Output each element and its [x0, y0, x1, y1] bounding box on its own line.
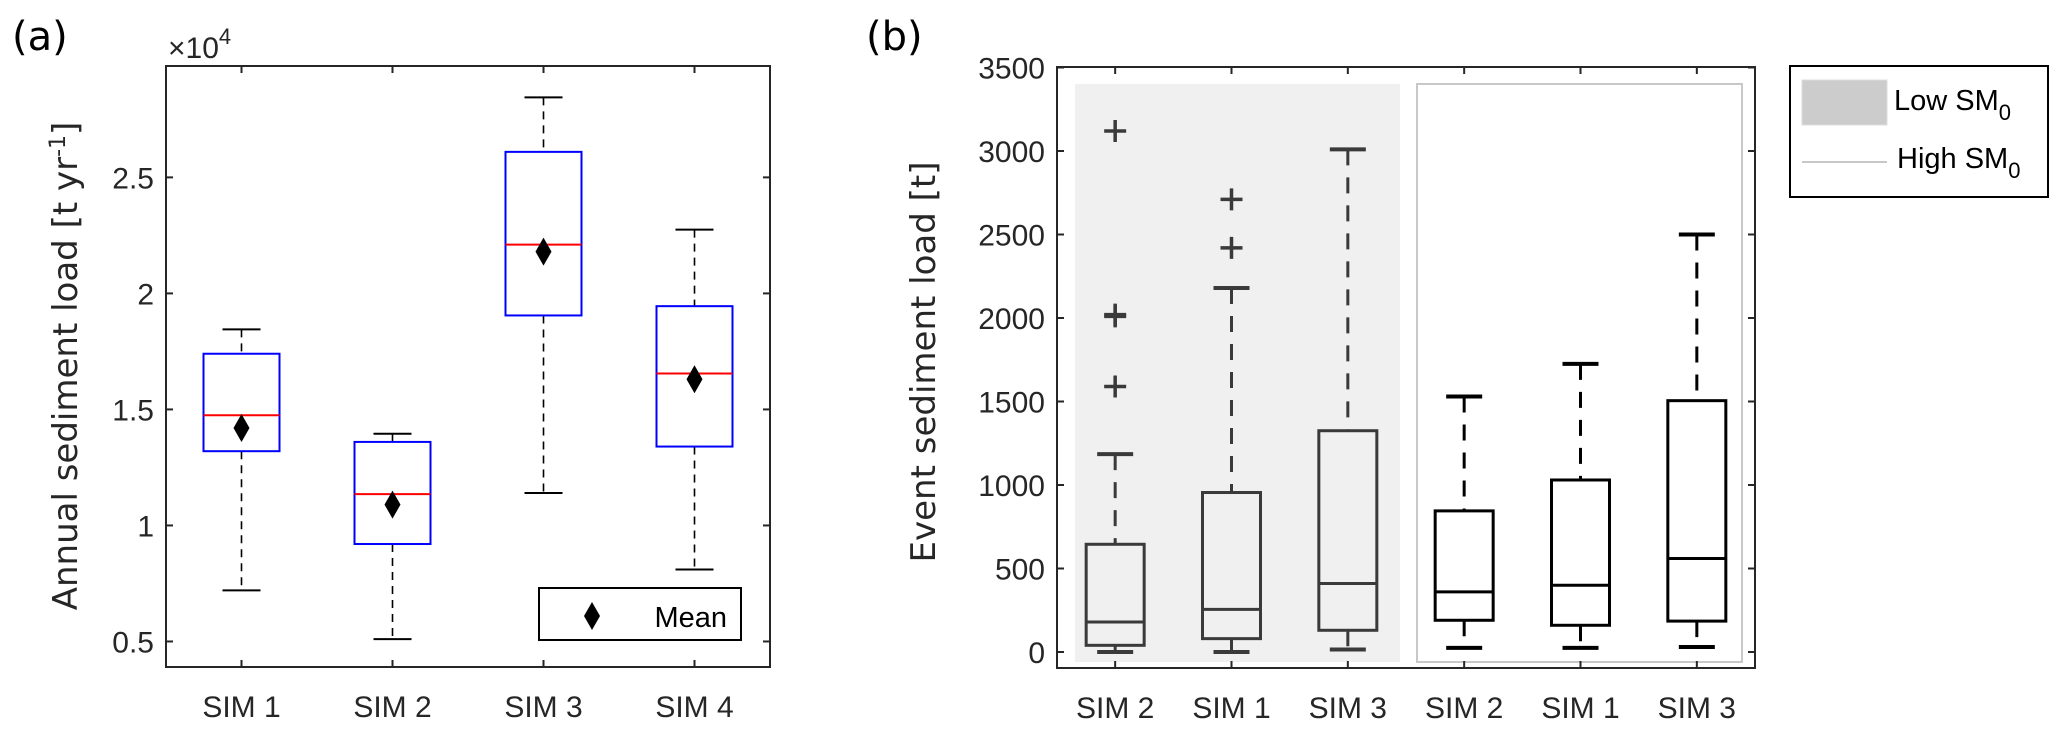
box-iqr — [1666, 399, 1728, 623]
y-tick-label: 1500 — [978, 387, 1045, 420]
box-iqr — [1550, 478, 1611, 627]
group-bg-low-sm0 — [1075, 84, 1400, 662]
y-tick-label: 3500 — [978, 53, 1045, 86]
y-tick-label: 500 — [995, 554, 1045, 587]
mean-marker — [686, 365, 703, 394]
y-tick-label: 2.5 — [112, 162, 154, 195]
y-tick-label: 1000 — [978, 470, 1045, 503]
y-tick-label: 2500 — [978, 220, 1045, 253]
box-iqr — [655, 305, 734, 448]
axes-frame — [1056, 66, 1756, 669]
legend-label-high-text: High SM — [1897, 143, 2008, 175]
legend-label-low-text: Low SM — [1894, 85, 1999, 117]
box-iqr — [1084, 542, 1146, 647]
legend-label-mean: Mean — [654, 602, 727, 634]
y-tick-label: 0 — [1028, 637, 1045, 670]
panel-a-plot: 0.5 1 1.5 2 2.5 SIM 1 SIM 2 SIM 3 SIM 4 Mean — [112, 65, 771, 724]
panel-b-label: (b) — [866, 14, 923, 60]
x-tick-label: SIM 2 — [1076, 692, 1154, 725]
legend-box — [538, 587, 742, 641]
axes-frame — [165, 65, 771, 668]
box-iqr — [1201, 491, 1262, 641]
outlier-marker — [1220, 236, 1243, 259]
panel-b-ylabel: Event sediment load [t] — [904, 162, 944, 563]
x-tick-label: SIM 1 — [202, 691, 280, 724]
legend-label-high-sub: 0 — [2008, 158, 2020, 183]
outlier-marker — [1104, 303, 1127, 326]
x-tick-label: SIM 4 — [655, 691, 733, 724]
y-tick-label: 2000 — [978, 303, 1045, 336]
panel-a-label: (a) — [12, 14, 68, 60]
x-tick-label: SIM 2 — [353, 691, 431, 724]
legend-label-low-sub: 0 — [1999, 100, 2011, 125]
box-iqr — [1317, 429, 1379, 632]
y-tick-label: 0.5 — [112, 626, 154, 659]
x-tick-label: SIM 3 — [1309, 692, 1387, 725]
outlier-marker — [1104, 375, 1127, 398]
y-tick-label: 3000 — [978, 136, 1045, 169]
panel-b-legend: Low SM0 High SM0 — [1789, 65, 2049, 198]
x-tick-label: SIM 3 — [1658, 692, 1736, 725]
y-tick-label: 1.5 — [112, 394, 154, 427]
outlier-marker — [1220, 188, 1243, 211]
y-tick-label: 2 — [137, 278, 154, 311]
box-iqr — [1433, 509, 1495, 622]
x-tick-label: SIM 1 — [1192, 692, 1270, 725]
x-tick-label: SIM 2 — [1425, 692, 1503, 725]
x-tick-label: SIM 3 — [504, 691, 582, 724]
panel-a-multiplier-base: ×10 — [168, 32, 219, 65]
legend-swatch-low-sm0 — [1801, 79, 1888, 126]
mean-marker — [535, 237, 552, 266]
y-tick-label: 1 — [137, 510, 154, 543]
panel-a-ylabel-end: ] — [46, 122, 86, 135]
panel-a-multiplier-exp: 4 — [219, 24, 231, 49]
panel-b-plot: 0 500 1000 1500 2000 2500 3000 3500 SIM 2 SIM 1 SI… — [978, 53, 1756, 725]
box-iqr — [202, 352, 281, 453]
panel-a-multiplier: ×104 — [168, 24, 231, 65]
legend-mean-marker — [584, 602, 600, 630]
box-iqr — [353, 440, 432, 546]
box-iqr — [504, 150, 583, 317]
panel-a-ylabel-main: Annual sediment load [t yr — [46, 157, 86, 610]
panel-a-ylabel-sup: -1 — [46, 135, 71, 157]
mean-marker — [233, 413, 250, 442]
outlier-marker — [1104, 119, 1127, 142]
legend-label-high-sm0: High SM0 — [1897, 143, 2020, 183]
legend-label-low-sm0: Low SM0 — [1894, 85, 2011, 125]
x-tick-label: SIM 1 — [1541, 692, 1619, 725]
mean-marker — [384, 490, 401, 519]
panel-a-ylabel: Annual sediment load [t yr-1] — [46, 122, 86, 611]
